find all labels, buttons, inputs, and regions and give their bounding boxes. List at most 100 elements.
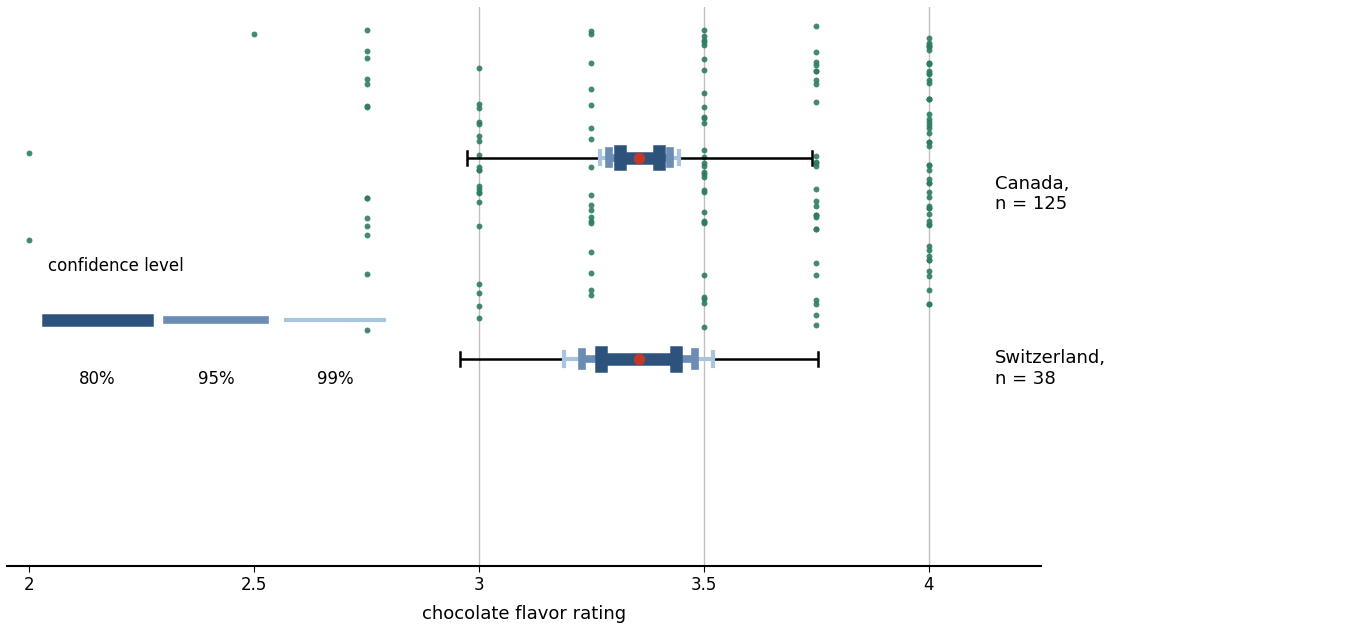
Point: [355, 25, 377, 35]
Point: [692, 25, 714, 35]
Point: [917, 203, 939, 213]
Point: [580, 212, 602, 222]
Point: [917, 244, 939, 255]
Point: [917, 186, 939, 197]
Point: [917, 69, 939, 79]
Point: [805, 157, 827, 167]
Point: [917, 128, 939, 138]
Point: [692, 298, 714, 308]
Point: [580, 134, 602, 144]
Point: [917, 220, 939, 230]
Point: [917, 192, 939, 202]
Point: [355, 193, 377, 203]
Point: [468, 119, 489, 129]
Point: [580, 205, 602, 215]
Point: [805, 66, 827, 76]
Point: [692, 35, 714, 45]
Point: [805, 47, 827, 57]
Point: [692, 270, 714, 280]
Point: [580, 200, 602, 210]
Point: [355, 101, 377, 112]
Point: [468, 165, 489, 175]
Point: [917, 42, 939, 52]
Point: [355, 74, 377, 84]
Text: Canada,
n = 125: Canada, n = 125: [994, 175, 1069, 214]
Point: [692, 216, 714, 226]
Point: [580, 58, 602, 68]
Point: [692, 54, 714, 64]
Point: [805, 224, 827, 234]
Point: [917, 33, 939, 43]
Point: [692, 113, 714, 123]
Point: [917, 166, 939, 176]
Point: [692, 187, 714, 197]
Point: [355, 269, 377, 279]
Point: [468, 99, 489, 109]
Point: [917, 266, 939, 276]
Point: [917, 200, 939, 210]
Text: confidence level: confidence level: [48, 257, 184, 275]
Point: [468, 288, 489, 298]
Point: [692, 292, 714, 302]
Point: [917, 219, 939, 229]
Point: [805, 161, 827, 171]
Point: [692, 102, 714, 112]
Point: [805, 184, 827, 194]
Point: [917, 209, 939, 219]
Point: [805, 210, 827, 220]
Point: [917, 178, 939, 188]
Point: [468, 220, 489, 231]
X-axis label: chocolate flavor rating: chocolate flavor rating: [422, 605, 627, 623]
Point: [805, 57, 827, 67]
Point: [468, 197, 489, 207]
Point: [692, 118, 714, 128]
Point: [692, 168, 714, 178]
Point: [917, 299, 939, 309]
Point: [917, 38, 939, 48]
Point: [355, 230, 377, 240]
Point: [468, 136, 489, 146]
Point: [468, 188, 489, 198]
Point: [580, 218, 602, 228]
Point: [805, 202, 827, 212]
Point: [468, 117, 489, 127]
Point: [917, 203, 939, 213]
Point: [805, 21, 827, 32]
Point: [18, 148, 40, 158]
Point: [805, 75, 827, 85]
Point: [917, 66, 939, 76]
Point: [580, 290, 602, 300]
Point: [917, 94, 939, 104]
Point: [917, 178, 939, 188]
Point: [692, 219, 714, 229]
Point: [917, 271, 939, 281]
Point: [917, 123, 939, 134]
Point: [917, 161, 939, 171]
Point: [917, 159, 939, 169]
Point: [917, 137, 939, 147]
Point: [580, 163, 602, 173]
Point: [580, 190, 602, 200]
Point: [917, 285, 939, 295]
Point: [805, 151, 827, 161]
Point: [805, 79, 827, 89]
Point: [355, 193, 377, 203]
Point: [355, 54, 377, 64]
Point: [805, 310, 827, 320]
Point: [917, 215, 939, 226]
Point: [355, 221, 377, 231]
Point: [692, 207, 714, 217]
Point: [917, 140, 939, 151]
Point: [468, 181, 489, 192]
Point: [580, 123, 602, 133]
Point: [692, 88, 714, 98]
Point: [917, 299, 939, 309]
Point: [355, 325, 377, 335]
Point: [917, 137, 939, 147]
Point: [580, 26, 602, 36]
Point: [580, 84, 602, 94]
Point: [805, 66, 827, 76]
Point: [805, 299, 827, 309]
Point: [917, 255, 939, 265]
Point: [805, 295, 827, 305]
